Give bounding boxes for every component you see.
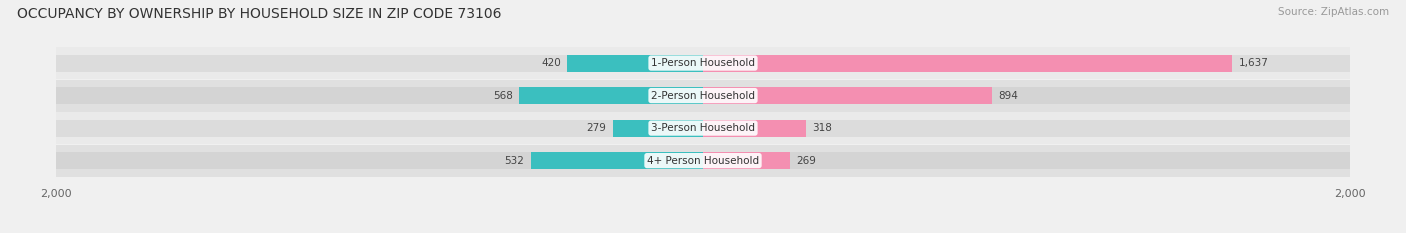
Bar bbox=[703, 152, 790, 169]
Text: 318: 318 bbox=[813, 123, 832, 133]
Bar bbox=[56, 79, 1350, 112]
Text: 1,637: 1,637 bbox=[1239, 58, 1268, 68]
Bar bbox=[703, 87, 993, 104]
Bar bbox=[56, 47, 1350, 79]
Bar bbox=[519, 87, 703, 104]
Text: 269: 269 bbox=[796, 156, 817, 166]
Text: 420: 420 bbox=[541, 58, 561, 68]
Bar bbox=[56, 112, 1350, 144]
Bar bbox=[703, 120, 806, 137]
Text: 4+ Person Household: 4+ Person Household bbox=[647, 156, 759, 166]
Bar bbox=[56, 152, 1350, 169]
Text: 279: 279 bbox=[586, 123, 606, 133]
Bar bbox=[56, 55, 1350, 72]
Text: 3-Person Household: 3-Person Household bbox=[651, 123, 755, 133]
Bar bbox=[56, 87, 1350, 104]
Bar bbox=[56, 120, 1350, 137]
Text: 894: 894 bbox=[998, 91, 1018, 101]
Bar bbox=[531, 152, 703, 169]
Text: OCCUPANCY BY OWNERSHIP BY HOUSEHOLD SIZE IN ZIP CODE 73106: OCCUPANCY BY OWNERSHIP BY HOUSEHOLD SIZE… bbox=[17, 7, 502, 21]
Bar bbox=[703, 55, 1233, 72]
Bar bbox=[567, 55, 703, 72]
Bar bbox=[56, 144, 1350, 177]
Text: Source: ZipAtlas.com: Source: ZipAtlas.com bbox=[1278, 7, 1389, 17]
Bar bbox=[613, 120, 703, 137]
Text: 532: 532 bbox=[505, 156, 524, 166]
Text: 1-Person Household: 1-Person Household bbox=[651, 58, 755, 68]
Text: 2-Person Household: 2-Person Household bbox=[651, 91, 755, 101]
Text: 568: 568 bbox=[494, 91, 513, 101]
